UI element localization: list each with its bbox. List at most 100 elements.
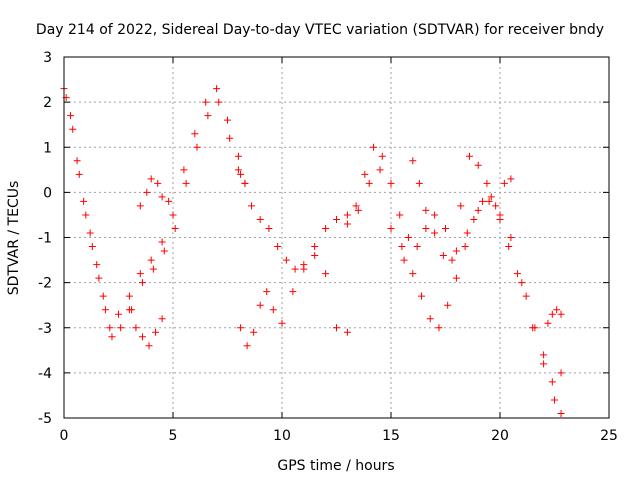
data-point — [422, 224, 430, 232]
x-tick-label: 20 — [491, 428, 509, 444]
data-point — [171, 224, 179, 232]
data-point — [136, 202, 144, 210]
data-point — [93, 261, 101, 269]
data-point — [431, 211, 439, 219]
series-c — [234, 166, 406, 273]
y-axis-label: SDTVAR / TECUs — [6, 181, 22, 296]
data-point — [540, 351, 548, 359]
data-point — [376, 166, 384, 174]
data-point — [145, 342, 153, 350]
x-tick-label: 25 — [600, 428, 618, 444]
series-f — [343, 143, 565, 417]
data-point — [474, 206, 482, 214]
data-point — [387, 224, 395, 232]
data-point — [311, 252, 319, 260]
y-tick-label: -4 — [38, 366, 52, 382]
chart-title: Day 214 of 2022, Sidereal Day-to-day VTE… — [36, 22, 604, 38]
data-point — [256, 301, 264, 309]
data-point — [442, 224, 449, 232]
data-point — [88, 243, 96, 251]
data-point — [322, 224, 330, 232]
series-e — [136, 175, 173, 210]
data-point — [333, 215, 340, 223]
data-point — [95, 274, 103, 282]
data-point — [158, 238, 166, 246]
data-point — [461, 243, 469, 251]
data-point — [343, 220, 351, 228]
data-point — [154, 179, 162, 187]
data-point — [241, 179, 249, 187]
data-point — [343, 328, 351, 336]
data-point — [387, 179, 395, 187]
x-axis-label: GPS time / hours — [277, 458, 394, 474]
data-point — [479, 197, 487, 205]
series-j — [544, 306, 565, 327]
data-point — [243, 342, 251, 350]
series-d — [237, 252, 351, 350]
series-i — [125, 306, 166, 350]
data-point — [291, 265, 299, 273]
data-point — [361, 170, 369, 178]
data-marks — [60, 85, 565, 417]
data-point — [125, 292, 133, 300]
data-point — [263, 288, 271, 296]
data-point — [540, 360, 548, 368]
data-point — [354, 206, 362, 214]
data-point — [431, 229, 439, 237]
data-point — [80, 197, 88, 205]
data-point — [182, 179, 190, 187]
data-point — [470, 215, 478, 223]
series-b — [62, 94, 245, 341]
data-point — [237, 170, 245, 178]
data-point — [492, 202, 500, 210]
data-point — [169, 211, 177, 219]
data-point — [409, 270, 417, 278]
data-point — [82, 211, 90, 219]
data-point — [147, 256, 155, 264]
data-point — [193, 143, 201, 151]
data-point — [522, 292, 530, 300]
data-point — [400, 256, 408, 264]
data-point — [435, 324, 443, 332]
data-point — [426, 315, 434, 323]
data-point — [507, 175, 515, 183]
data-point — [237, 324, 245, 332]
data-point — [101, 306, 109, 314]
data-point — [106, 324, 114, 332]
data-point — [132, 324, 140, 332]
data-point — [300, 265, 308, 273]
data-point — [234, 152, 242, 160]
plot-frame — [63, 56, 610, 419]
data-point — [422, 206, 430, 214]
y-tick-label: -5 — [38, 411, 52, 427]
data-point — [409, 157, 417, 165]
data-point — [158, 193, 166, 201]
data-point — [143, 188, 151, 196]
data-point — [234, 166, 242, 174]
data-point — [274, 243, 282, 251]
data-point — [452, 247, 460, 255]
data-point — [278, 319, 286, 327]
data-point — [138, 279, 146, 287]
data-point — [553, 306, 561, 314]
data-point — [548, 378, 556, 386]
x-tick-label: 5 — [169, 428, 178, 444]
y-tick-label: 1 — [43, 140, 52, 156]
data-point — [125, 306, 133, 314]
data-point — [378, 152, 386, 160]
y-tick-label: -2 — [38, 276, 52, 292]
data-point — [191, 130, 199, 138]
grid — [64, 57, 609, 418]
data-point — [204, 112, 212, 120]
data-point — [415, 179, 423, 187]
data-point — [448, 256, 456, 264]
data-point — [289, 288, 297, 296]
data-point — [213, 85, 221, 93]
y-tick-label: -3 — [38, 321, 52, 337]
series-h — [409, 152, 515, 264]
y-tick-label: 2 — [43, 95, 52, 111]
data-point — [86, 229, 94, 237]
data-point — [138, 333, 146, 341]
